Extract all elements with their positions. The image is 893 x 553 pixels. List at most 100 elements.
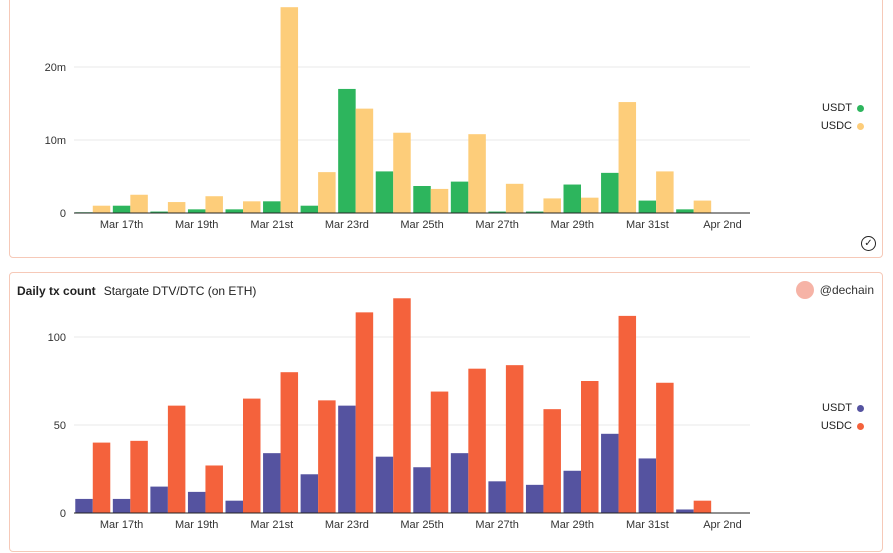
top-bar-chart: 0 10m 20m Mar 17th Mar 19th Mar 21st Mar 23rd M… xyxy=(45,7,750,231)
top-legend-item[interactable]: USDC xyxy=(821,117,864,135)
bottom-bar-usdc[interactable] xyxy=(543,409,561,513)
brand[interactable]: @dechain xyxy=(795,281,874,299)
bottom-bar-usdc[interactable] xyxy=(656,382,674,513)
bottom-bar-usdc[interactable] xyxy=(130,440,148,513)
bottom-x-tick-label: Mar 23rd xyxy=(325,519,369,531)
bottom-y-tick-label: 100 xyxy=(48,332,66,344)
top-bar-usdt[interactable] xyxy=(150,211,168,213)
top-bar-usdc[interactable] xyxy=(243,201,261,213)
top-legend-swatch xyxy=(857,104,864,112)
bottom-bar-usdt[interactable] xyxy=(112,498,131,513)
top-bar-usdc[interactable] xyxy=(355,108,374,213)
bottom-bar-usdc[interactable] xyxy=(205,465,223,513)
top-bar-usdt[interactable] xyxy=(601,172,619,213)
top-bar-usdc[interactable] xyxy=(618,102,637,213)
top-bar-usdc[interactable] xyxy=(656,171,674,213)
top-bar-usdt[interactable] xyxy=(263,201,281,213)
chart-subtitle: Stargate DTV/DTC (on ETH) xyxy=(103,284,257,298)
top-bar-usdt[interactable] xyxy=(488,211,506,213)
top-bar-usdc[interactable] xyxy=(505,183,524,213)
top-bar-usdc[interactable] xyxy=(393,132,411,213)
bottom-bar-usdt[interactable] xyxy=(676,509,694,513)
top-bar-usdc[interactable] xyxy=(581,197,599,213)
top-bar-usdc[interactable] xyxy=(318,172,336,213)
top-bar-usdt[interactable] xyxy=(300,205,319,213)
top-bar-usdc[interactable] xyxy=(130,194,148,213)
top-legend-item[interactable]: USDT xyxy=(821,99,864,117)
top-x-tick-label: Mar 17th xyxy=(100,219,143,231)
top-bar-usdc[interactable] xyxy=(430,188,449,213)
bottom-y-tick-label: 50 xyxy=(54,420,66,432)
chart-title: Daily tx count xyxy=(17,284,96,298)
brand-logo-icon xyxy=(795,281,814,299)
top-bar-usdt[interactable] xyxy=(676,209,694,213)
bottom-bar-usdt[interactable] xyxy=(150,486,168,513)
bottom-bar-usdc[interactable] xyxy=(693,500,712,513)
bottom-bar-usdt[interactable] xyxy=(187,491,206,513)
bottom-bar-usdt[interactable] xyxy=(413,467,431,513)
top-bar-usdc[interactable] xyxy=(280,7,299,214)
bottom-x-tick-label: Mar 27th xyxy=(475,519,518,531)
top-bar-usdc[interactable] xyxy=(167,202,186,213)
bottom-bar-usdt[interactable] xyxy=(601,433,619,513)
bottom-bar-usdc[interactable] xyxy=(318,400,336,513)
bottom-bar-usdc[interactable] xyxy=(92,442,111,513)
bottom-bar-usdc[interactable] xyxy=(243,398,261,513)
bottom-bar-usdt[interactable] xyxy=(338,405,356,513)
brand-label: @dechain xyxy=(819,283,874,297)
top-bar-usdt[interactable] xyxy=(525,211,544,213)
bottom-bar-usdt[interactable] xyxy=(450,453,469,513)
bottom-bar-usdc[interactable] xyxy=(393,298,411,513)
top-x-tick-label: Mar 23rd xyxy=(325,219,369,231)
bottom-bar-usdt[interactable] xyxy=(638,458,657,513)
top-bar-usdc[interactable] xyxy=(693,200,712,213)
bottom-bar-usdt[interactable] xyxy=(263,453,281,513)
bottom-bar-usdt[interactable] xyxy=(225,500,244,513)
top-x-tick-label: Mar 21st xyxy=(250,219,293,231)
bottom-bar-usdc[interactable] xyxy=(167,405,186,513)
bottom-x-tick-label: Mar 17th xyxy=(100,519,143,531)
bottom-bar-usdc[interactable] xyxy=(430,391,449,513)
bottom-legend-item[interactable]: USDC xyxy=(821,417,864,435)
top-legend-swatch xyxy=(857,122,864,130)
bottom-y-tick-label: 0 xyxy=(60,508,66,520)
top-legend-label: USDT xyxy=(822,102,852,114)
top-bar-usdt[interactable] xyxy=(338,88,356,213)
top-x-tick-label: Apr 2nd xyxy=(703,219,742,231)
bottom-bar-usdc[interactable] xyxy=(505,365,524,513)
bottom-bar-usdt[interactable] xyxy=(525,484,544,513)
bottom-legend-label: USDC xyxy=(820,420,852,432)
top-y-tick-label: 10m xyxy=(45,135,66,147)
bottom-legend-swatch xyxy=(857,404,864,412)
bottom-bar-usdt[interactable] xyxy=(488,481,506,513)
top-bar-usdc[interactable] xyxy=(543,198,561,213)
top-bar-usdt[interactable] xyxy=(187,209,206,213)
bottom-bar-usdc[interactable] xyxy=(355,312,374,513)
top-bar-usdc[interactable] xyxy=(468,134,486,213)
top-bar-usdt[interactable] xyxy=(638,200,657,213)
top-bar-usdt[interactable] xyxy=(413,185,431,213)
bottom-legend-label: USDT xyxy=(822,402,852,414)
bottom-bar-usdc[interactable] xyxy=(581,381,599,513)
top-x-tick-label: Mar 27th xyxy=(475,219,518,231)
bottom-bar-usdt[interactable] xyxy=(563,470,582,513)
bottom-bar-usdt[interactable] xyxy=(300,474,319,513)
bottom-bar-usdc[interactable] xyxy=(468,368,486,513)
bottom-bar-usdt[interactable] xyxy=(75,498,93,513)
top-bar-usdt[interactable] xyxy=(112,205,131,213)
top-bar-usdt[interactable] xyxy=(563,184,582,213)
bottom-legend-item[interactable]: USDT xyxy=(821,399,864,417)
bottom-bar-usdc[interactable] xyxy=(618,315,637,513)
top-bar-usdt[interactable] xyxy=(225,209,244,213)
bottom-bar-usdt[interactable] xyxy=(375,456,394,513)
bottom-x-tick-label: Mar 25th xyxy=(400,519,443,531)
top-chart-panel: 0 10m 20m Mar 17th Mar 19th Mar 21st Mar 23rd M… xyxy=(9,0,883,258)
top-bar-usdt[interactable] xyxy=(450,181,469,213)
top-bar-usdc[interactable] xyxy=(92,205,111,213)
top-y-tick-label: 20m xyxy=(45,62,66,74)
top-bar-usdc[interactable] xyxy=(205,196,223,213)
top-bar-usdt[interactable] xyxy=(375,171,394,213)
top-legend: USDT USDC xyxy=(821,99,864,135)
bottom-bar-usdc[interactable] xyxy=(280,372,299,513)
check-circle-icon[interactable]: ✓ xyxy=(861,236,876,251)
